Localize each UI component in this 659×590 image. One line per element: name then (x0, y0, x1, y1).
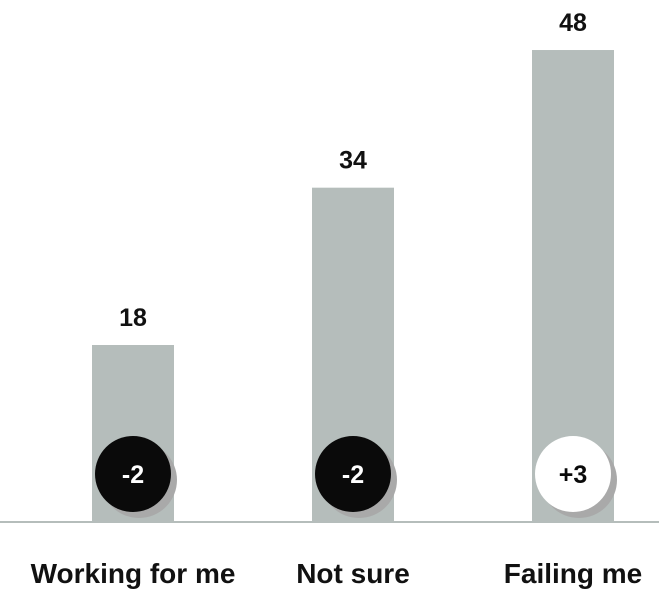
category-label-working-for-me: Working for me (31, 558, 236, 589)
category-label-not-sure: Not sure (296, 558, 410, 589)
change-badge-working-for-me: -2 (95, 436, 177, 518)
value-label-not-sure: 34 (339, 147, 367, 175)
value-label-failing-me: 48 (559, 9, 587, 37)
change-value-working-for-me: -2 (122, 461, 144, 489)
value-label-working-for-me: 18 (119, 304, 147, 332)
labels-layer: 18 Working for me 34 Not sure 48 Failing me (31, 9, 643, 589)
badge-circle (95, 436, 171, 512)
badge-circle (315, 436, 391, 512)
change-badge-not-sure: -2 (315, 436, 397, 518)
change-value-not-sure: -2 (342, 461, 364, 489)
bars-layer (92, 50, 614, 523)
change-badge-failing-me: +3 (535, 436, 617, 518)
category-label-failing-me: Failing me (504, 558, 642, 589)
change-badges-layer: -2 -2 +3 (95, 436, 617, 518)
change-value-failing-me: +3 (559, 461, 588, 489)
badge-circle (535, 436, 611, 512)
